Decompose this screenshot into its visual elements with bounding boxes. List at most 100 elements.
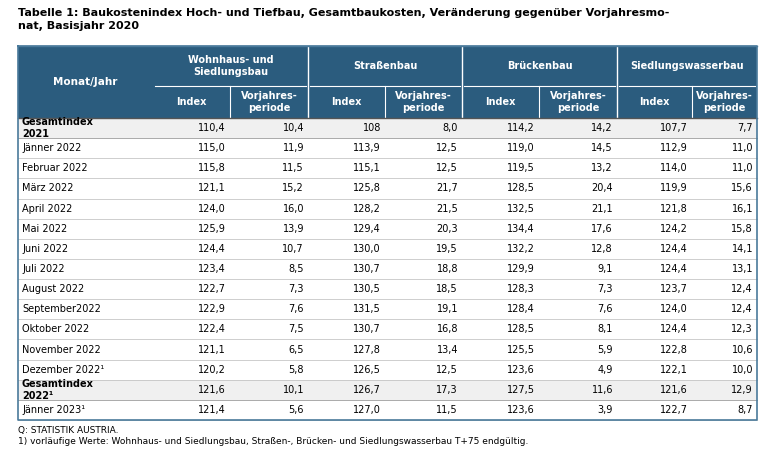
- Text: 11,6: 11,6: [591, 385, 613, 395]
- Text: Jänner 2023¹: Jänner 2023¹: [22, 405, 85, 415]
- Text: 19,1: 19,1: [436, 304, 458, 314]
- Text: 15,6: 15,6: [732, 183, 753, 194]
- Text: Monat/Jahr: Monat/Jahr: [53, 77, 118, 87]
- Text: 7,5: 7,5: [288, 325, 304, 334]
- Text: 122,8: 122,8: [660, 345, 688, 355]
- Bar: [18, 46, 757, 118]
- Bar: [18, 400, 757, 420]
- Text: 124,0: 124,0: [660, 304, 688, 314]
- Text: 122,9: 122,9: [198, 304, 226, 314]
- Text: 6,5: 6,5: [288, 345, 304, 355]
- Text: August 2022: August 2022: [22, 284, 84, 294]
- Text: 13,9: 13,9: [283, 224, 304, 234]
- Text: 119,9: 119,9: [660, 183, 688, 194]
- Text: 10,4: 10,4: [283, 123, 304, 133]
- Text: 21,5: 21,5: [436, 204, 458, 213]
- Text: 12,8: 12,8: [591, 244, 613, 254]
- Text: April 2022: April 2022: [22, 204, 72, 213]
- Text: 13,2: 13,2: [591, 163, 613, 174]
- Bar: [18, 259, 757, 279]
- Text: 20,3: 20,3: [436, 224, 458, 234]
- Text: 110,4: 110,4: [198, 123, 226, 133]
- Text: 7,6: 7,6: [288, 304, 304, 314]
- Text: 19,5: 19,5: [436, 244, 458, 254]
- Text: 21,1: 21,1: [591, 204, 613, 213]
- Text: 5,9: 5,9: [598, 345, 613, 355]
- Text: 14,1: 14,1: [732, 244, 753, 254]
- Text: 124,0: 124,0: [198, 204, 226, 213]
- Text: 12,5: 12,5: [436, 163, 458, 174]
- Text: Straßenbau: Straßenbau: [353, 61, 417, 71]
- Text: 115,0: 115,0: [198, 143, 226, 153]
- Text: 12,5: 12,5: [436, 143, 458, 153]
- Text: 5,6: 5,6: [288, 405, 304, 415]
- Text: Vorjahres-
periode: Vorjahres- periode: [240, 91, 298, 113]
- Text: 107,7: 107,7: [660, 123, 688, 133]
- Text: 9,1: 9,1: [598, 264, 613, 274]
- Text: Brückenbau: Brückenbau: [507, 61, 572, 71]
- Text: 17,3: 17,3: [436, 385, 458, 395]
- Text: Vorjahres-
periode: Vorjahres- periode: [395, 91, 452, 113]
- Text: 132,2: 132,2: [507, 244, 535, 254]
- Text: 12,3: 12,3: [732, 325, 753, 334]
- Text: 123,4: 123,4: [198, 264, 226, 274]
- Bar: [18, 299, 757, 319]
- Text: 11,0: 11,0: [732, 163, 753, 174]
- Text: 124,4: 124,4: [198, 244, 226, 254]
- Text: Februar 2022: Februar 2022: [22, 163, 88, 174]
- Bar: [18, 158, 757, 178]
- Text: Vorjahres-
periode: Vorjahres- periode: [549, 91, 606, 113]
- Text: 7,3: 7,3: [598, 284, 613, 294]
- Text: 10,7: 10,7: [282, 244, 304, 254]
- Text: 128,4: 128,4: [508, 304, 535, 314]
- Text: 14,2: 14,2: [591, 123, 613, 133]
- Bar: [18, 340, 757, 360]
- Text: 4,9: 4,9: [598, 365, 613, 375]
- Text: 8,1: 8,1: [598, 325, 613, 334]
- Text: 12,4: 12,4: [732, 284, 753, 294]
- Text: Index: Index: [332, 97, 362, 107]
- Text: 122,7: 122,7: [198, 284, 226, 294]
- Text: 129,4: 129,4: [353, 224, 381, 234]
- Text: 18,5: 18,5: [436, 284, 458, 294]
- Bar: [18, 319, 757, 340]
- Text: Index: Index: [177, 97, 207, 107]
- Text: 130,7: 130,7: [353, 264, 381, 274]
- Text: 130,5: 130,5: [353, 284, 381, 294]
- Bar: [18, 178, 757, 198]
- Text: 121,6: 121,6: [198, 385, 226, 395]
- Text: Q: STATISTIK AUSTRIA.: Q: STATISTIK AUSTRIA.: [18, 426, 119, 435]
- Text: 121,4: 121,4: [198, 405, 226, 415]
- Text: 115,1: 115,1: [353, 163, 381, 174]
- Text: 21,7: 21,7: [436, 183, 458, 194]
- Text: 15,8: 15,8: [732, 224, 753, 234]
- Text: 126,5: 126,5: [353, 365, 381, 375]
- Text: nat, Basisjahr 2020: nat, Basisjahr 2020: [18, 21, 139, 31]
- Bar: [18, 138, 757, 158]
- Text: 114,0: 114,0: [660, 163, 688, 174]
- Text: 125,5: 125,5: [507, 345, 535, 355]
- Text: 126,7: 126,7: [353, 385, 381, 395]
- Text: 123,6: 123,6: [508, 365, 535, 375]
- Text: 11,9: 11,9: [283, 143, 304, 153]
- Text: 18,8: 18,8: [436, 264, 458, 274]
- Text: 13,4: 13,4: [436, 345, 458, 355]
- Text: 20,4: 20,4: [591, 183, 613, 194]
- Text: 3,9: 3,9: [598, 405, 613, 415]
- Text: 1) vorläufige Werte: Wohnhaus- und Siedlungsbau, Straßen-, Brücken- und Siedlung: 1) vorläufige Werte: Wohnhaus- und Siedl…: [18, 437, 529, 446]
- Text: Gesamtindex
2021: Gesamtindex 2021: [22, 117, 94, 139]
- Text: November 2022: November 2022: [22, 345, 101, 355]
- Text: 124,4: 124,4: [660, 325, 688, 334]
- Text: 125,9: 125,9: [198, 224, 226, 234]
- Text: 128,5: 128,5: [507, 183, 535, 194]
- Text: 10,1: 10,1: [283, 385, 304, 395]
- Text: 132,5: 132,5: [507, 204, 535, 213]
- Text: 123,6: 123,6: [508, 405, 535, 415]
- Text: 130,0: 130,0: [353, 244, 381, 254]
- Bar: [18, 239, 757, 259]
- Text: Tabelle 1: Baukostenindex Hoch- und Tiefbau, Gesamtbaukosten, Veränderung gegenü: Tabelle 1: Baukostenindex Hoch- und Tief…: [18, 8, 670, 18]
- Text: 10,0: 10,0: [732, 365, 753, 375]
- Text: 108: 108: [363, 123, 381, 133]
- Text: 121,6: 121,6: [660, 385, 688, 395]
- Text: Wohnhaus- und
Siedlungsbau: Wohnhaus- und Siedlungsbau: [188, 55, 274, 77]
